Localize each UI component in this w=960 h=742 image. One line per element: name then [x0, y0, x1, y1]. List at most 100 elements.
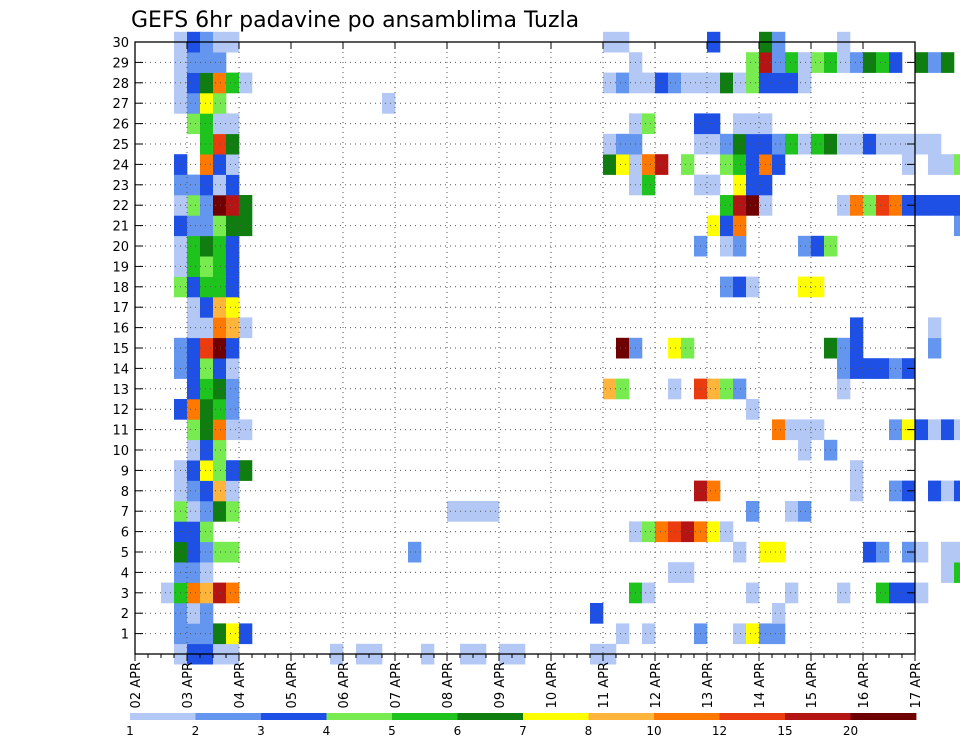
colorbar-label: 3 [257, 724, 265, 738]
x-tick-label: 14 APR [753, 662, 768, 708]
x-axis-labels: 02 APR 03 APR 04 APR 05 APR 06 APR 07 APR 08 A… [129, 662, 924, 708]
heatmap-cell [213, 399, 227, 420]
heatmap-cell [928, 480, 942, 502]
colorbar-segment [785, 713, 851, 720]
heatmap-cell [746, 399, 760, 420]
grid-lines [135, 41, 916, 654]
heatmap-cell [200, 133, 214, 155]
heatmap-cell [785, 52, 799, 73]
heatmap-cell [850, 460, 864, 481]
heatmap-cell [616, 378, 630, 400]
heatmap-cell [213, 460, 227, 481]
heatmap-cell [915, 541, 929, 563]
heatmap-cell [876, 582, 890, 604]
colorbar-segment [326, 713, 393, 720]
x-tick-label: 07 APR [389, 662, 404, 708]
heatmap-cell [200, 297, 214, 318]
heatmap-cell [213, 154, 227, 175]
heatmap-cell [837, 582, 851, 604]
heatmap-cell [720, 378, 734, 400]
heatmap-cell [187, 256, 201, 277]
heatmap-cell [863, 133, 877, 155]
heatmap-cell [876, 541, 890, 563]
heatmap-cell [746, 133, 760, 155]
heatmap-cell [733, 174, 747, 196]
heatmap-cell [850, 133, 864, 155]
y-tick-label: 4 [121, 566, 129, 581]
heatmap-cell [733, 215, 747, 237]
heatmap-cell [642, 582, 656, 604]
colorbar-segment [261, 713, 327, 720]
heatmap-cell [746, 52, 760, 73]
heatmap-cell [187, 439, 201, 461]
heatmap-cell [772, 154, 786, 175]
heatmap-cell [668, 337, 682, 359]
heatmap-cell [200, 562, 214, 583]
heatmap-cell [187, 480, 201, 502]
heatmap-cell [954, 154, 960, 175]
heatmap-cell [226, 113, 240, 135]
colorbar-segment [195, 713, 262, 720]
heatmap-cell [733, 113, 747, 135]
y-tick-label: 19 [112, 260, 129, 275]
heatmap-cell [226, 419, 240, 441]
colorbar-label: 5 [388, 724, 396, 738]
y-tick-label: 25 [112, 138, 129, 153]
y-tick-label: 11 [112, 424, 129, 439]
heatmap-cell [954, 195, 960, 216]
heatmap-cell [941, 195, 955, 216]
heatmap-cell [798, 276, 812, 298]
y-tick-label: 10 [112, 444, 129, 459]
heatmap-cell [642, 521, 656, 543]
heatmap-cell [447, 501, 461, 522]
heatmap-cell [733, 235, 747, 257]
y-tick-label: 17 [112, 301, 129, 316]
heatmap-cell [785, 582, 799, 604]
heatmap-cell [200, 460, 214, 481]
plot-frame [134, 41, 916, 655]
heatmap-cell [837, 358, 851, 379]
y-tick-label: 5 [121, 546, 129, 561]
heatmap-cell [681, 562, 695, 583]
heatmap-cell [772, 72, 786, 94]
heatmap-cell [850, 195, 864, 216]
heatmap-cell [733, 541, 747, 563]
heatmap-cell [837, 195, 851, 216]
y-tick-label: 15 [112, 342, 129, 357]
heatmap-cell [200, 358, 214, 379]
heatmap-cell [226, 378, 240, 400]
heatmap-cell [668, 562, 682, 583]
heatmap-cell [746, 72, 760, 94]
heatmap-cell [187, 52, 201, 73]
heatmap-cell [226, 623, 240, 645]
heatmap-cell [213, 235, 227, 257]
heatmap-cell [733, 195, 747, 216]
y-tick-label: 29 [112, 56, 129, 71]
heatmap-cell [707, 480, 721, 502]
heatmap-cell [642, 113, 656, 135]
heatmap-cell [915, 52, 929, 73]
heatmap-cell [811, 235, 825, 257]
colorbar-label: 7 [519, 724, 527, 738]
heatmap-cell [226, 154, 240, 175]
heatmap-cell [226, 460, 240, 481]
heatmap-cell [733, 154, 747, 175]
heatmap-cell [954, 562, 960, 583]
heatmap-cell [187, 419, 201, 441]
heatmap-cell [200, 439, 214, 461]
colorbar-segment [588, 713, 655, 720]
heatmap-cell [798, 133, 812, 155]
y-tick-label: 27 [112, 97, 129, 112]
heatmap-cell [213, 439, 227, 461]
heatmap-cell [837, 378, 851, 400]
heatmap-cell [603, 378, 617, 400]
colorbar-label: 2 [192, 724, 200, 738]
heatmap-cell [668, 378, 682, 400]
heatmap-cell [798, 439, 812, 461]
heatmap-cell [655, 72, 669, 94]
heatmap-cell [954, 480, 960, 502]
y-tick-label: 26 [112, 118, 129, 133]
x-tick-label: 08 APR [441, 662, 456, 708]
heatmap-cell [733, 378, 747, 400]
